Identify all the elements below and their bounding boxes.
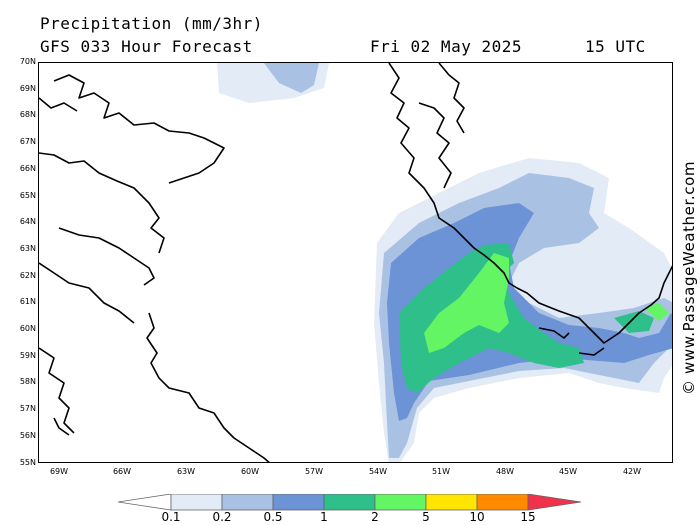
latitude-label-55n: 55N [19,457,36,467]
longitude-label-42w: 42W [622,467,642,476]
precipitation-colorbar [118,494,582,511]
colorbar-segment-above-15 [527,494,582,511]
latitude-label-63n: 63N [19,243,36,253]
longitude-label-69w: 69W [49,467,69,476]
colorbar-segment-0.2-0.5 [221,494,274,511]
colorbar-label: 5 [422,510,430,524]
copyright-credit: © www.PassageWeather.com [680,160,698,395]
colorbar-label: 15 [520,510,536,524]
map-title: Precipitation (mm/3hr) [40,14,263,33]
latitude-label-60n: 60N [19,324,36,333]
latitude-label-59n: 59N [19,350,36,360]
colorbar-label: 1 [320,510,328,524]
latitude-label-69n: 69N [19,83,36,93]
longitude-label-51w: 51W [431,467,451,476]
colorbar-segment-2-5 [374,494,427,511]
latitude-label-67n: 67N [19,137,36,147]
colorbar-segment-0.5-1 [272,494,325,511]
forecast-date: Fri 02 May 2025 [370,37,522,56]
colorbar-label: 0.2 [212,510,232,524]
colorbar-segment-10-15 [476,494,529,511]
longitude-label-48w: 48W [495,467,515,476]
map-canvas [39,63,672,462]
coastline-layer [39,63,672,462]
forecast-time: 15 UTC [585,37,646,56]
latitude-label-61n: 61N [19,297,36,307]
colorbar-segment-5-10 [425,494,478,511]
colorbar-label: 0.1 [161,510,181,524]
longitude-label-45w: 45W [558,467,578,476]
longitude-label-57w: 57W [304,467,324,476]
latitude-label-65n: 65N [19,190,36,200]
precipitation-layer-heavy [387,203,672,421]
colorbar-segment-0.1-0.2 [170,494,223,511]
latitude-label-56n: 56N [19,430,36,440]
colorbar-label: 2 [371,510,379,524]
latitude-label-66n: 66N [19,163,36,173]
longitude-label-66w: 66W [112,467,132,476]
latitude-label-64n: 64N [19,217,36,227]
longitude-label-54w: 54W [368,467,388,476]
latitude-label-70n: 70N [19,57,36,66]
latitude-label-68n: 68N [19,110,36,120]
forecast-subtitle: GFS 033 Hour Forecast [40,37,253,56]
colorbar-label: 10 [469,510,485,524]
colorbar-label: 0.5 [263,510,283,524]
colorbar-segment-1-2 [323,494,376,511]
longitude-label-60w: 60W [240,467,260,476]
latitude-label-57n: 57N [19,404,36,414]
precipitation-layer-very-intense [424,253,669,353]
latitude-label-62n: 62N [19,270,36,280]
precipitation-map [38,62,673,463]
colorbar-segment-below-0.1 [118,494,172,511]
latitude-label-58n: 58N [19,377,36,387]
longitude-label-63w: 63W [176,467,196,476]
